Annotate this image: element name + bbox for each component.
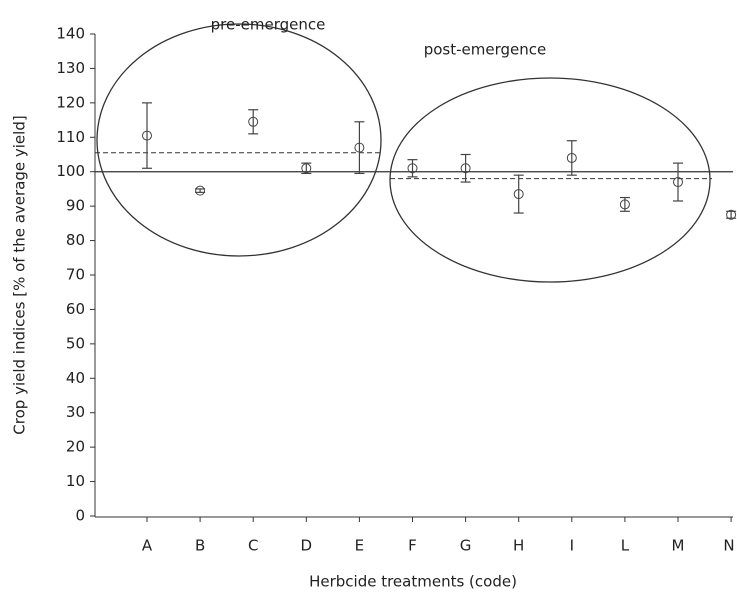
y-tick-label: 40	[66, 369, 85, 387]
y-tick-label: 70	[66, 266, 85, 284]
y-tick-label: 30	[66, 403, 85, 421]
y-tick-label: 140	[56, 25, 85, 43]
data-point	[142, 130, 152, 141]
y-tick-label: 130	[56, 59, 85, 77]
x-tick-label: H	[513, 537, 524, 555]
error-bar	[513, 174, 524, 214]
group-ellipse	[96, 23, 382, 257]
x-tick-label: E	[355, 537, 364, 555]
error-bar	[142, 102, 152, 169]
data-point	[301, 163, 312, 174]
y-tick-label: 10	[66, 472, 85, 490]
data-point	[566, 152, 577, 163]
error-bar	[407, 159, 418, 178]
data-point	[407, 163, 418, 174]
data-point	[619, 199, 630, 210]
x-tick-label: I	[570, 537, 574, 555]
x-tick-label: G	[460, 537, 472, 555]
error-bar	[673, 162, 683, 202]
x-tick-label: B	[195, 537, 205, 555]
y-tick-label: 0	[75, 507, 85, 525]
data-point	[513, 189, 524, 200]
y-tick-label: 100	[56, 162, 85, 180]
group-ellipse	[389, 77, 711, 283]
error-bar	[354, 121, 365, 175]
y-tick-label: 20	[66, 438, 85, 456]
x-tick-label: D	[301, 537, 313, 555]
x-tick-label: F	[408, 537, 417, 555]
y-axis-title: Crop yield indices [% of the average yie…	[11, 115, 29, 434]
data-point	[726, 209, 737, 220]
y-tick-label: 110	[56, 128, 85, 146]
data-point	[248, 116, 259, 127]
group-label: post-emergence	[424, 41, 547, 59]
x-tick-label: M	[672, 537, 685, 555]
x-tick-label: N	[723, 537, 734, 555]
data-point	[354, 142, 365, 153]
y-tick-label: 90	[66, 197, 85, 215]
y-tick-label: 50	[66, 334, 85, 352]
error-bar	[566, 140, 577, 176]
data-point	[195, 185, 206, 196]
error-bar	[460, 153, 471, 183]
x-tick-label: L	[621, 537, 630, 555]
y-tick-label: 80	[66, 231, 85, 249]
error-bar	[248, 109, 259, 135]
x-axis-title: Herbcide treatments (code)	[309, 573, 517, 591]
x-tick-label: C	[248, 537, 258, 555]
x-tick-label: A	[142, 537, 153, 555]
data-point	[460, 163, 471, 174]
error-bar	[301, 162, 312, 175]
group-label: pre-emergence	[211, 16, 326, 34]
data-point	[673, 177, 683, 188]
y-tick-label: 120	[56, 93, 85, 111]
error-bar	[195, 188, 206, 193]
y-tick-label: 60	[66, 300, 85, 318]
